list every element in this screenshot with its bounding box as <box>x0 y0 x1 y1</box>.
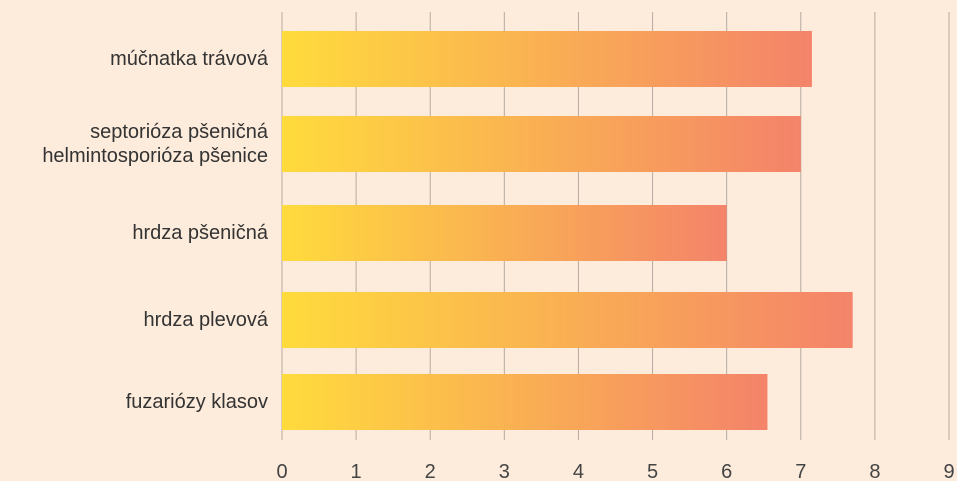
x-tick-label: 5 <box>647 461 658 481</box>
bar <box>282 205 727 261</box>
x-tick-label: 9 <box>943 461 954 481</box>
bar <box>282 374 768 430</box>
y-tick-label: fuzariózy klasov <box>125 391 268 413</box>
x-tick-label: 0 <box>276 461 287 481</box>
x-tick-label: 7 <box>795 461 806 481</box>
bar <box>282 292 853 348</box>
x-tick-label: 4 <box>573 461 584 481</box>
x-tick-label: 3 <box>499 461 510 481</box>
y-tick-label: hrdza pšeničná <box>132 222 268 244</box>
bar <box>282 116 801 172</box>
y-tick-label: septorióza pšeničná helmintosporióza pše… <box>42 121 268 167</box>
x-tick-label: 8 <box>869 461 880 481</box>
y-tick-label: hrdza plevová <box>143 309 268 331</box>
x-tick-label: 6 <box>721 461 732 481</box>
bar <box>282 31 812 87</box>
x-tick-label: 2 <box>425 461 436 481</box>
x-tick-label: 1 <box>351 461 362 481</box>
y-tick-label: múčnatka trávová <box>110 48 268 70</box>
